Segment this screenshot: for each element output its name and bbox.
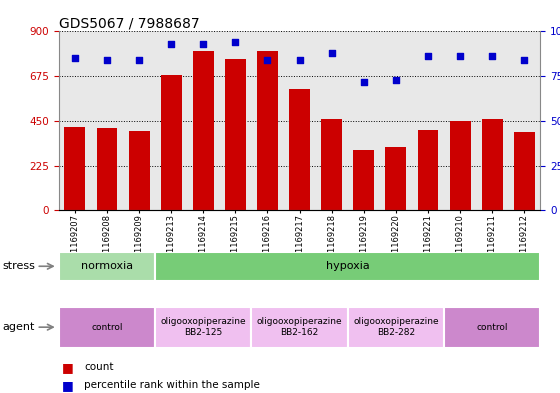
Bar bbox=[444, 307, 540, 348]
Bar bbox=[96, 128, 118, 210]
Point bbox=[263, 57, 272, 63]
Point bbox=[102, 57, 111, 63]
Point bbox=[360, 78, 368, 84]
Bar bbox=[251, 307, 348, 348]
Bar bbox=[129, 131, 150, 210]
Bar bbox=[450, 121, 470, 210]
Point bbox=[134, 57, 143, 63]
Point bbox=[520, 57, 529, 63]
Bar bbox=[514, 132, 535, 210]
Bar bbox=[59, 252, 155, 281]
Point bbox=[231, 39, 240, 45]
Point bbox=[167, 41, 176, 47]
Bar bbox=[321, 119, 342, 210]
Text: percentile rank within the sample: percentile rank within the sample bbox=[84, 380, 260, 390]
Point bbox=[391, 77, 400, 83]
Bar bbox=[348, 307, 444, 348]
Bar bbox=[385, 147, 407, 210]
Text: ■: ■ bbox=[62, 361, 73, 374]
Point bbox=[71, 55, 80, 61]
Bar bbox=[225, 59, 246, 210]
Text: GDS5067 / 7988687: GDS5067 / 7988687 bbox=[59, 16, 199, 30]
Point bbox=[327, 50, 336, 56]
Text: count: count bbox=[84, 362, 114, 373]
Text: oligooxopiperazine
BB2-282: oligooxopiperazine BB2-282 bbox=[353, 318, 438, 337]
Bar bbox=[353, 150, 374, 210]
Text: normoxia: normoxia bbox=[81, 261, 133, 271]
Point bbox=[199, 41, 208, 47]
Bar bbox=[155, 307, 251, 348]
Bar bbox=[161, 75, 181, 210]
Text: oligooxopiperazine
BB2-125: oligooxopiperazine BB2-125 bbox=[161, 318, 246, 337]
Bar bbox=[155, 252, 540, 281]
Bar bbox=[64, 127, 85, 210]
Point bbox=[295, 57, 304, 63]
Text: oligooxopiperazine
BB2-162: oligooxopiperazine BB2-162 bbox=[257, 318, 342, 337]
Bar bbox=[289, 89, 310, 210]
Bar bbox=[59, 307, 155, 348]
Point bbox=[488, 53, 497, 60]
Bar bbox=[193, 51, 214, 210]
Text: stress: stress bbox=[3, 261, 36, 271]
Point bbox=[456, 53, 465, 60]
Text: agent: agent bbox=[3, 322, 35, 332]
Text: ■: ■ bbox=[62, 378, 73, 392]
Bar bbox=[257, 51, 278, 210]
Text: control: control bbox=[477, 323, 508, 332]
Text: control: control bbox=[91, 323, 123, 332]
Bar bbox=[418, 130, 438, 210]
Point bbox=[423, 53, 432, 60]
Bar bbox=[482, 119, 503, 210]
Text: hypoxia: hypoxia bbox=[326, 261, 370, 271]
